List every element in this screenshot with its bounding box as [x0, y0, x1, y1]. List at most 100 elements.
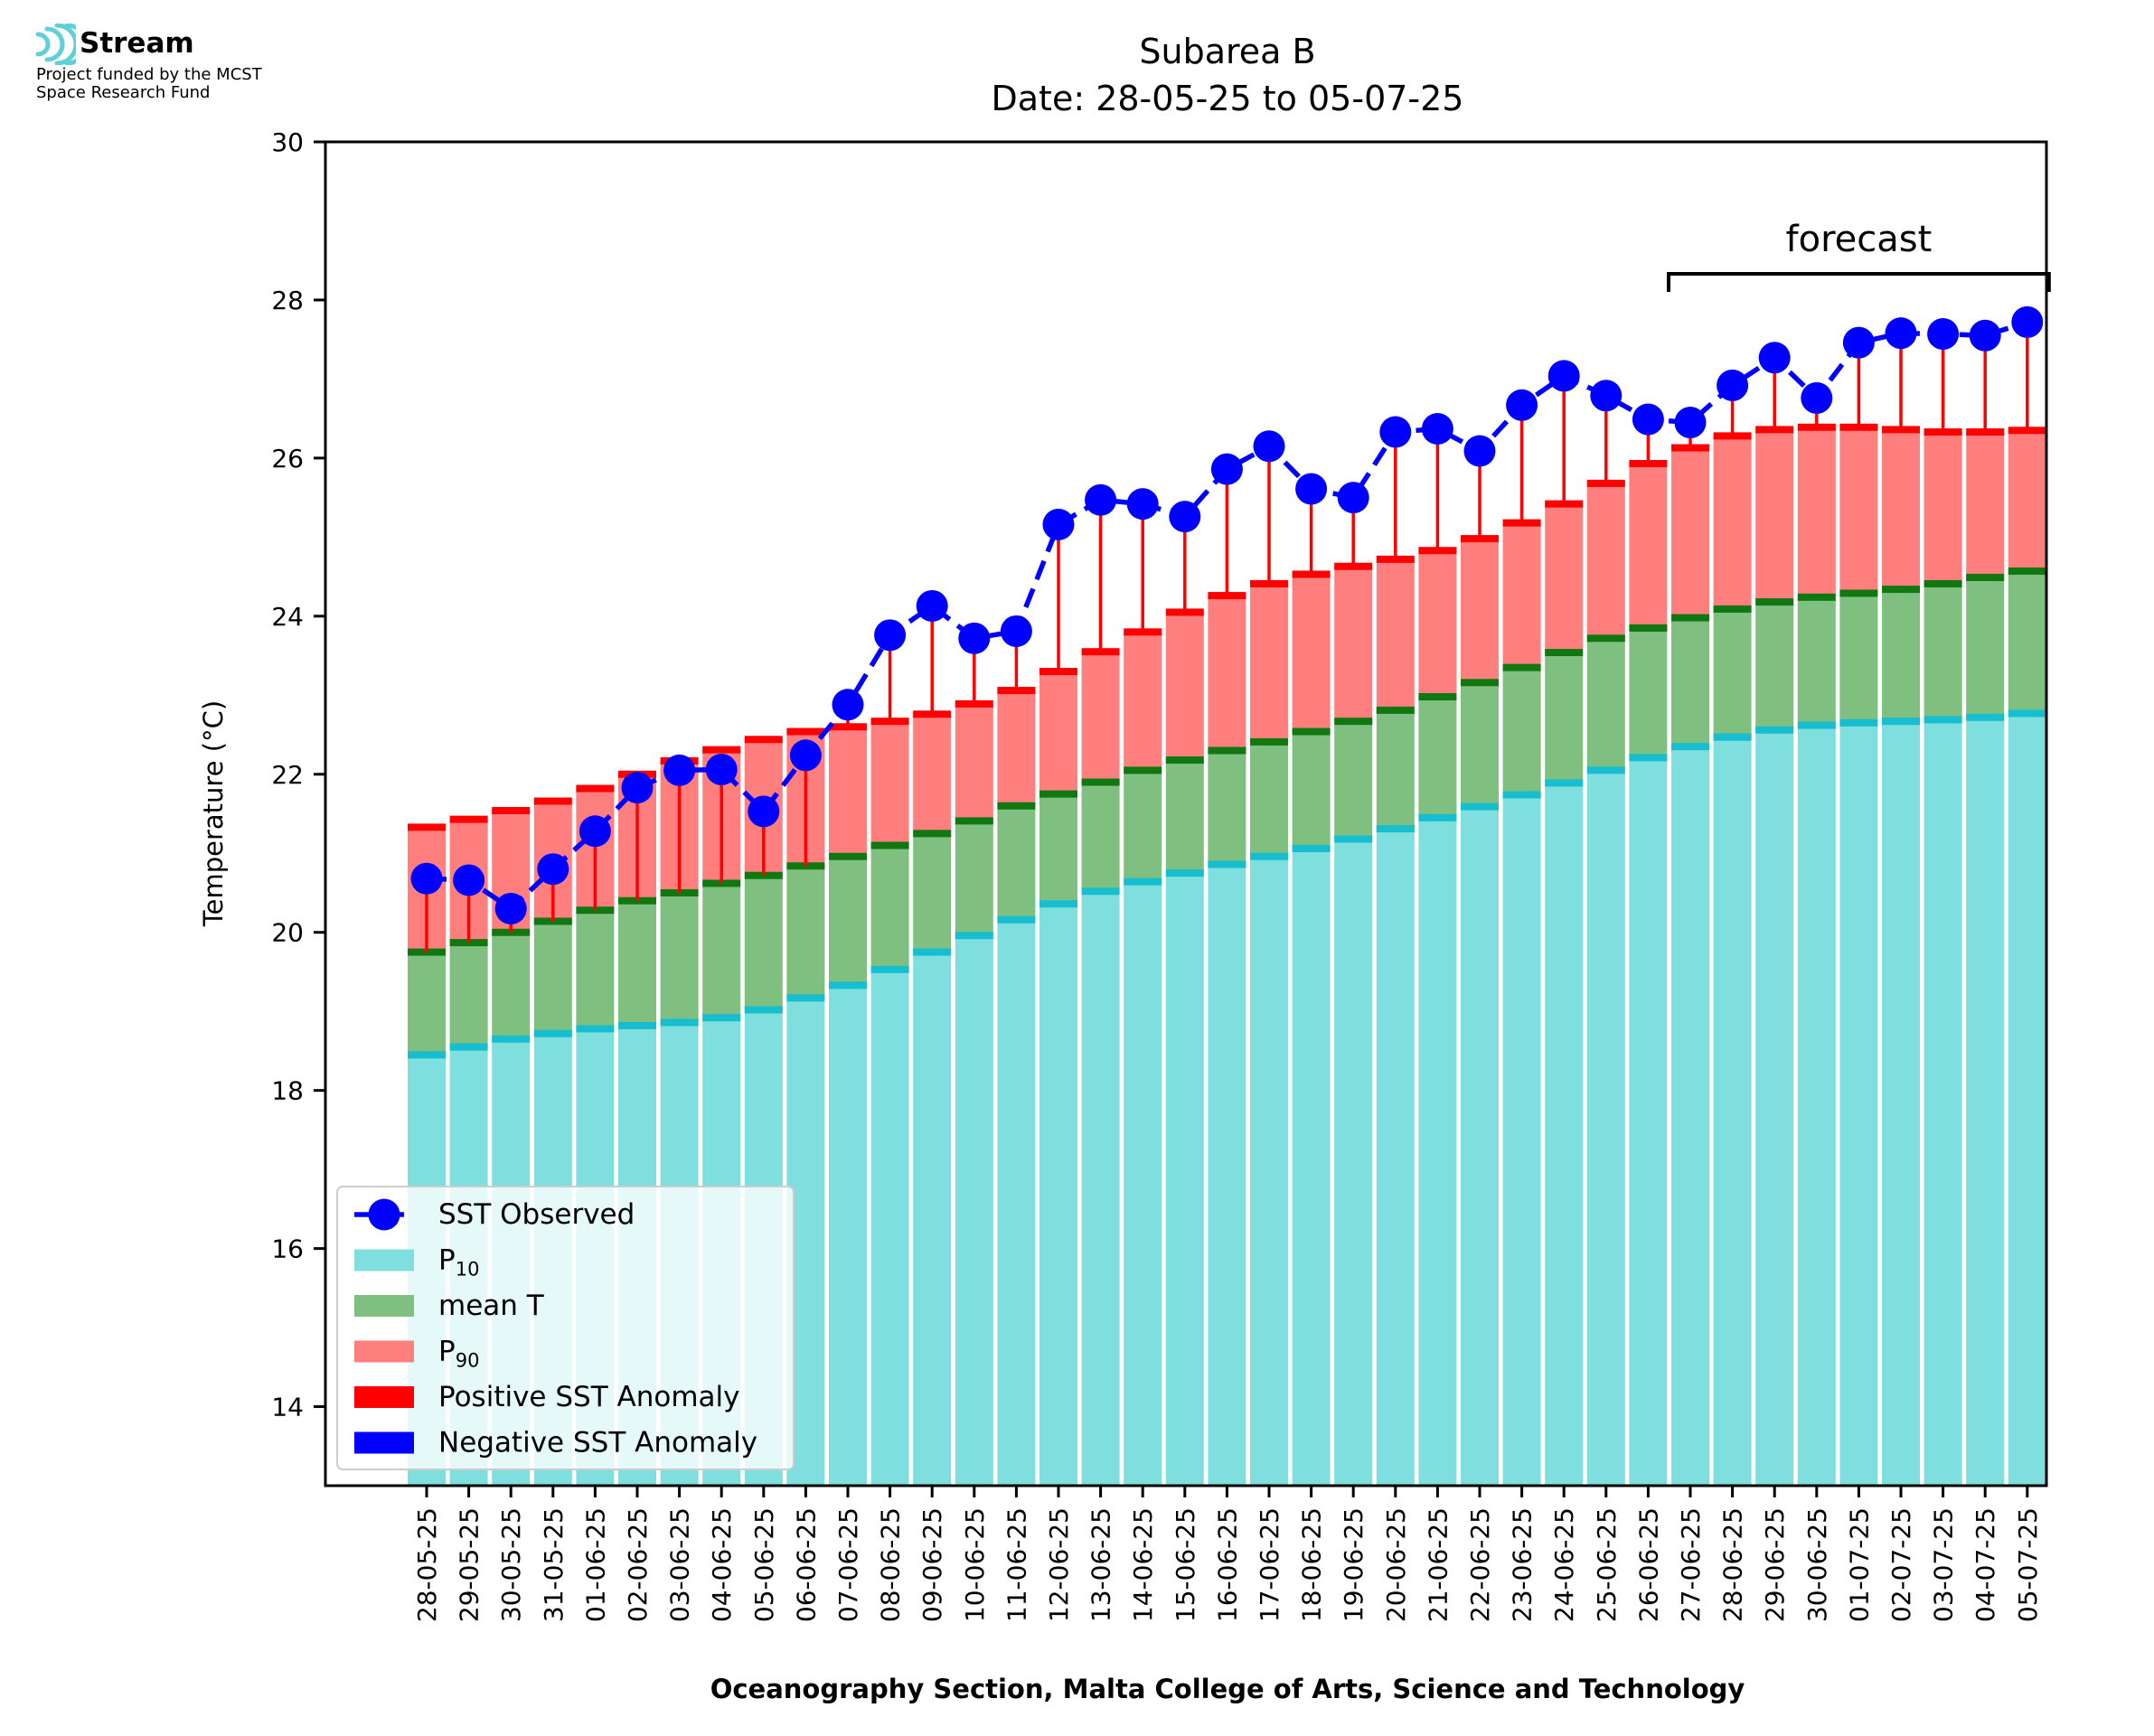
- legend-patch-swatch: [354, 1386, 414, 1408]
- legend-patch-swatch: [354, 1340, 414, 1363]
- sst-observed-point: [789, 739, 822, 772]
- bar-mean-t: [1081, 782, 1120, 892]
- bar-p10: [1671, 746, 1709, 1486]
- sst-observed-point: [1717, 369, 1749, 401]
- sst-observed-point: [705, 754, 738, 786]
- bar-mean-t: [1882, 589, 1920, 722]
- bar-mean-t: [408, 952, 446, 1056]
- y-tick-label: 28: [271, 286, 304, 315]
- sst-observed-point: [1169, 501, 1201, 533]
- y-tick-label: 24: [271, 602, 304, 632]
- sst-observed-point: [1506, 389, 1538, 421]
- bar-p90-cap: [533, 797, 572, 805]
- y-tick-label: 22: [271, 760, 304, 790]
- bar-mean-cap: [1461, 679, 1499, 687]
- bar-p10: [1124, 881, 1162, 1486]
- bar-mean-t: [492, 932, 531, 1039]
- sst-observed-point: [621, 772, 654, 804]
- bar-p90: [1250, 583, 1288, 742]
- bar-p10-cap: [1586, 766, 1625, 774]
- bar-p10-cap: [1797, 721, 1836, 729]
- bar-stack-05-07-25: [2008, 427, 2046, 1486]
- bar-p90: [913, 714, 952, 834]
- y-tick-label: 16: [271, 1234, 304, 1264]
- x-tick-label: 31-05-25: [539, 1507, 569, 1622]
- sst-observed-point: [1758, 342, 1791, 374]
- bar-mean-t: [997, 805, 1036, 920]
- bar-p90: [1124, 632, 1162, 771]
- bar-mean-t: [1418, 697, 1457, 818]
- bar-p10-cap: [1882, 718, 1920, 726]
- bar-p90: [1839, 427, 1878, 594]
- y-tick-label: 26: [271, 444, 304, 474]
- bar-stack-30-06-25: [1797, 423, 1836, 1486]
- bar-stack-27-06-25: [1671, 444, 1709, 1486]
- bar-stack-01-07-25: [1839, 423, 1878, 1486]
- bar-p10-cap: [533, 1029, 572, 1037]
- bar-p10: [1797, 725, 1836, 1486]
- bar-mean-cap: [1545, 649, 1584, 657]
- sst-observed-point: [1337, 482, 1369, 514]
- bar-mean-cap: [1924, 579, 1962, 587]
- bar-mean-cap: [1839, 589, 1878, 597]
- legend-mean-t: mean T: [354, 1290, 545, 1322]
- bar-p10: [2008, 713, 2046, 1486]
- x-tick-label: 28-06-25: [1718, 1507, 1748, 1622]
- bar-mean-cap: [1586, 634, 1625, 643]
- bar-mean-cap: [1671, 614, 1709, 622]
- sst-observed-point: [537, 853, 569, 886]
- y-tick-label: 14: [271, 1393, 304, 1422]
- legend-positive-anomaly: Positive SST Anomaly: [354, 1381, 739, 1413]
- legend-patch-swatch: [354, 1295, 414, 1317]
- bar-p90: [1292, 574, 1331, 732]
- x-tick-label: 27-06-25: [1676, 1507, 1706, 1622]
- bar-mean-t: [1461, 682, 1499, 807]
- sst-observed-point: [1885, 317, 1917, 350]
- stream-waves-icon: [35, 23, 76, 65]
- legend-label: Positive SST Anomaly: [438, 1381, 739, 1413]
- chart-title: Subarea B: [1139, 32, 1315, 71]
- sst-observed-point: [1210, 453, 1243, 485]
- bar-p10-cap: [1292, 844, 1331, 852]
- x-tick-label: 04-07-25: [1971, 1507, 2000, 1622]
- bar-p10-cap: [1629, 754, 1668, 762]
- bar-mean-cap: [913, 830, 952, 838]
- bar-mean-t: [1334, 721, 1373, 840]
- bar-p90: [1755, 429, 1794, 603]
- bar-p90: [829, 727, 867, 857]
- bar-mean-t: [1124, 770, 1162, 882]
- x-tick-label: 15-06-25: [1171, 1507, 1200, 1622]
- bar-mean-t: [955, 821, 993, 936]
- legend-label: Negative SST Anomaly: [438, 1427, 757, 1459]
- x-tick-label: 23-06-25: [1508, 1507, 1538, 1622]
- bar-mean-t: [2008, 570, 2046, 714]
- bar-p90: [1376, 558, 1415, 710]
- bar-p90: [1924, 432, 1962, 584]
- bar-mean-t: [1502, 667, 1541, 795]
- bar-p10-cap: [786, 994, 825, 1002]
- x-tick-label: 03-06-25: [665, 1507, 695, 1622]
- bar-p90: [1586, 483, 1625, 639]
- legend-label-main: P: [438, 1336, 456, 1368]
- bar-mean-cap: [1334, 718, 1373, 726]
- sst-observed-point: [748, 795, 780, 828]
- bar-p10-cap: [1671, 743, 1709, 751]
- bar-mean-t: [786, 866, 825, 999]
- bar-mean-t: [1292, 731, 1331, 849]
- bar-p10-cap: [744, 1006, 783, 1014]
- bar-stack-11-06-25: [997, 687, 1036, 1486]
- bar-p10: [829, 985, 867, 1486]
- bar-stack-22-06-25: [1461, 535, 1499, 1486]
- bar-p90: [997, 690, 1036, 806]
- x-tick-label: 12-06-25: [1044, 1507, 1074, 1622]
- bar-mean-cap: [1208, 746, 1246, 755]
- sst-observed-point: [1042, 508, 1075, 540]
- sst-observed-point: [1085, 483, 1117, 516]
- bar-p10: [1208, 864, 1246, 1486]
- x-tick-label: 03-07-25: [1929, 1507, 1959, 1622]
- bar-mean-t: [1755, 602, 1794, 730]
- x-tick-label: 05-06-25: [749, 1507, 779, 1622]
- bar-p90-cap: [492, 807, 531, 815]
- bar-p10-cap: [1755, 726, 1794, 734]
- bar-stack-04-07-25: [1966, 428, 2005, 1486]
